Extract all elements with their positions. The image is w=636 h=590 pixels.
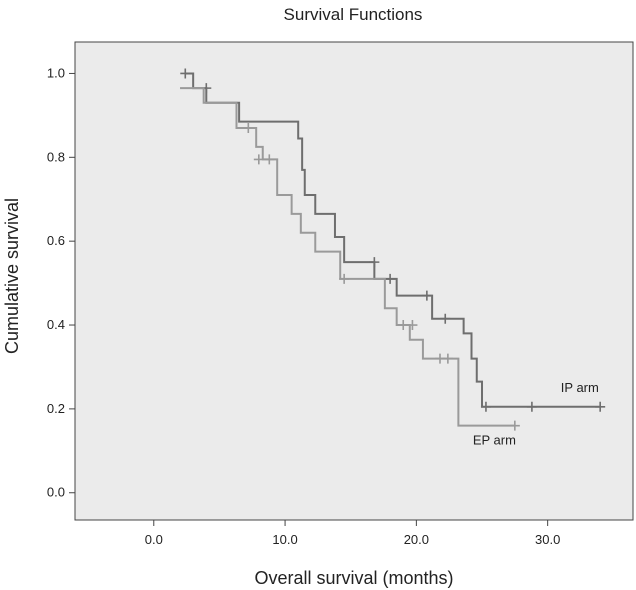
series-annotation: EP arm [473,433,516,448]
censor-mark [421,290,432,301]
censor-mark [253,154,264,165]
censor-mark [369,257,380,268]
y-axis-label: Cumulative survival [2,198,22,354]
y-tick-label: 0.8 [47,149,65,164]
annotation-layer: IP arm EP arm [473,380,599,447]
survival-curve [185,72,601,408]
censor-mark [480,401,491,412]
x-axis: 0.0 10.0 20.0 30.0 [145,520,560,547]
series-layer [180,68,606,431]
y-tick-label: 0.6 [47,233,65,248]
x-tick-label: 20.0 [404,532,429,547]
censor-mark [407,320,418,331]
y-tick-label: 0.0 [47,485,65,500]
survival-curve [180,87,515,427]
censor-mark [509,420,520,431]
censor-mark [180,68,191,79]
series-ip-arm [180,68,606,412]
y-tick-label: 1.0 [47,65,65,80]
chart-title: Survival Functions [284,5,423,24]
censor-mark [595,401,606,412]
x-axis-label: Overall survival (months) [254,568,453,588]
censor-mark [442,353,453,364]
censor-mark [385,273,396,284]
y-axis: 0.0 0.2 0.4 0.6 0.8 1.0 [47,65,75,500]
plot-area [74,41,634,521]
censor-mark [339,273,350,284]
y-tick-label: 0.2 [47,401,65,416]
censor-mark [526,401,537,412]
x-tick-label: 10.0 [272,532,297,547]
censor-mark [398,320,409,331]
series-annotation: IP arm [561,380,599,395]
y-tick-label: 0.4 [47,317,65,332]
censor-mark [243,122,254,133]
x-tick-label: 30.0 [535,532,560,547]
censor-mark [264,154,275,165]
x-tick-label: 0.0 [145,532,163,547]
series-ep-arm [180,87,520,431]
censor-mark [440,313,451,324]
